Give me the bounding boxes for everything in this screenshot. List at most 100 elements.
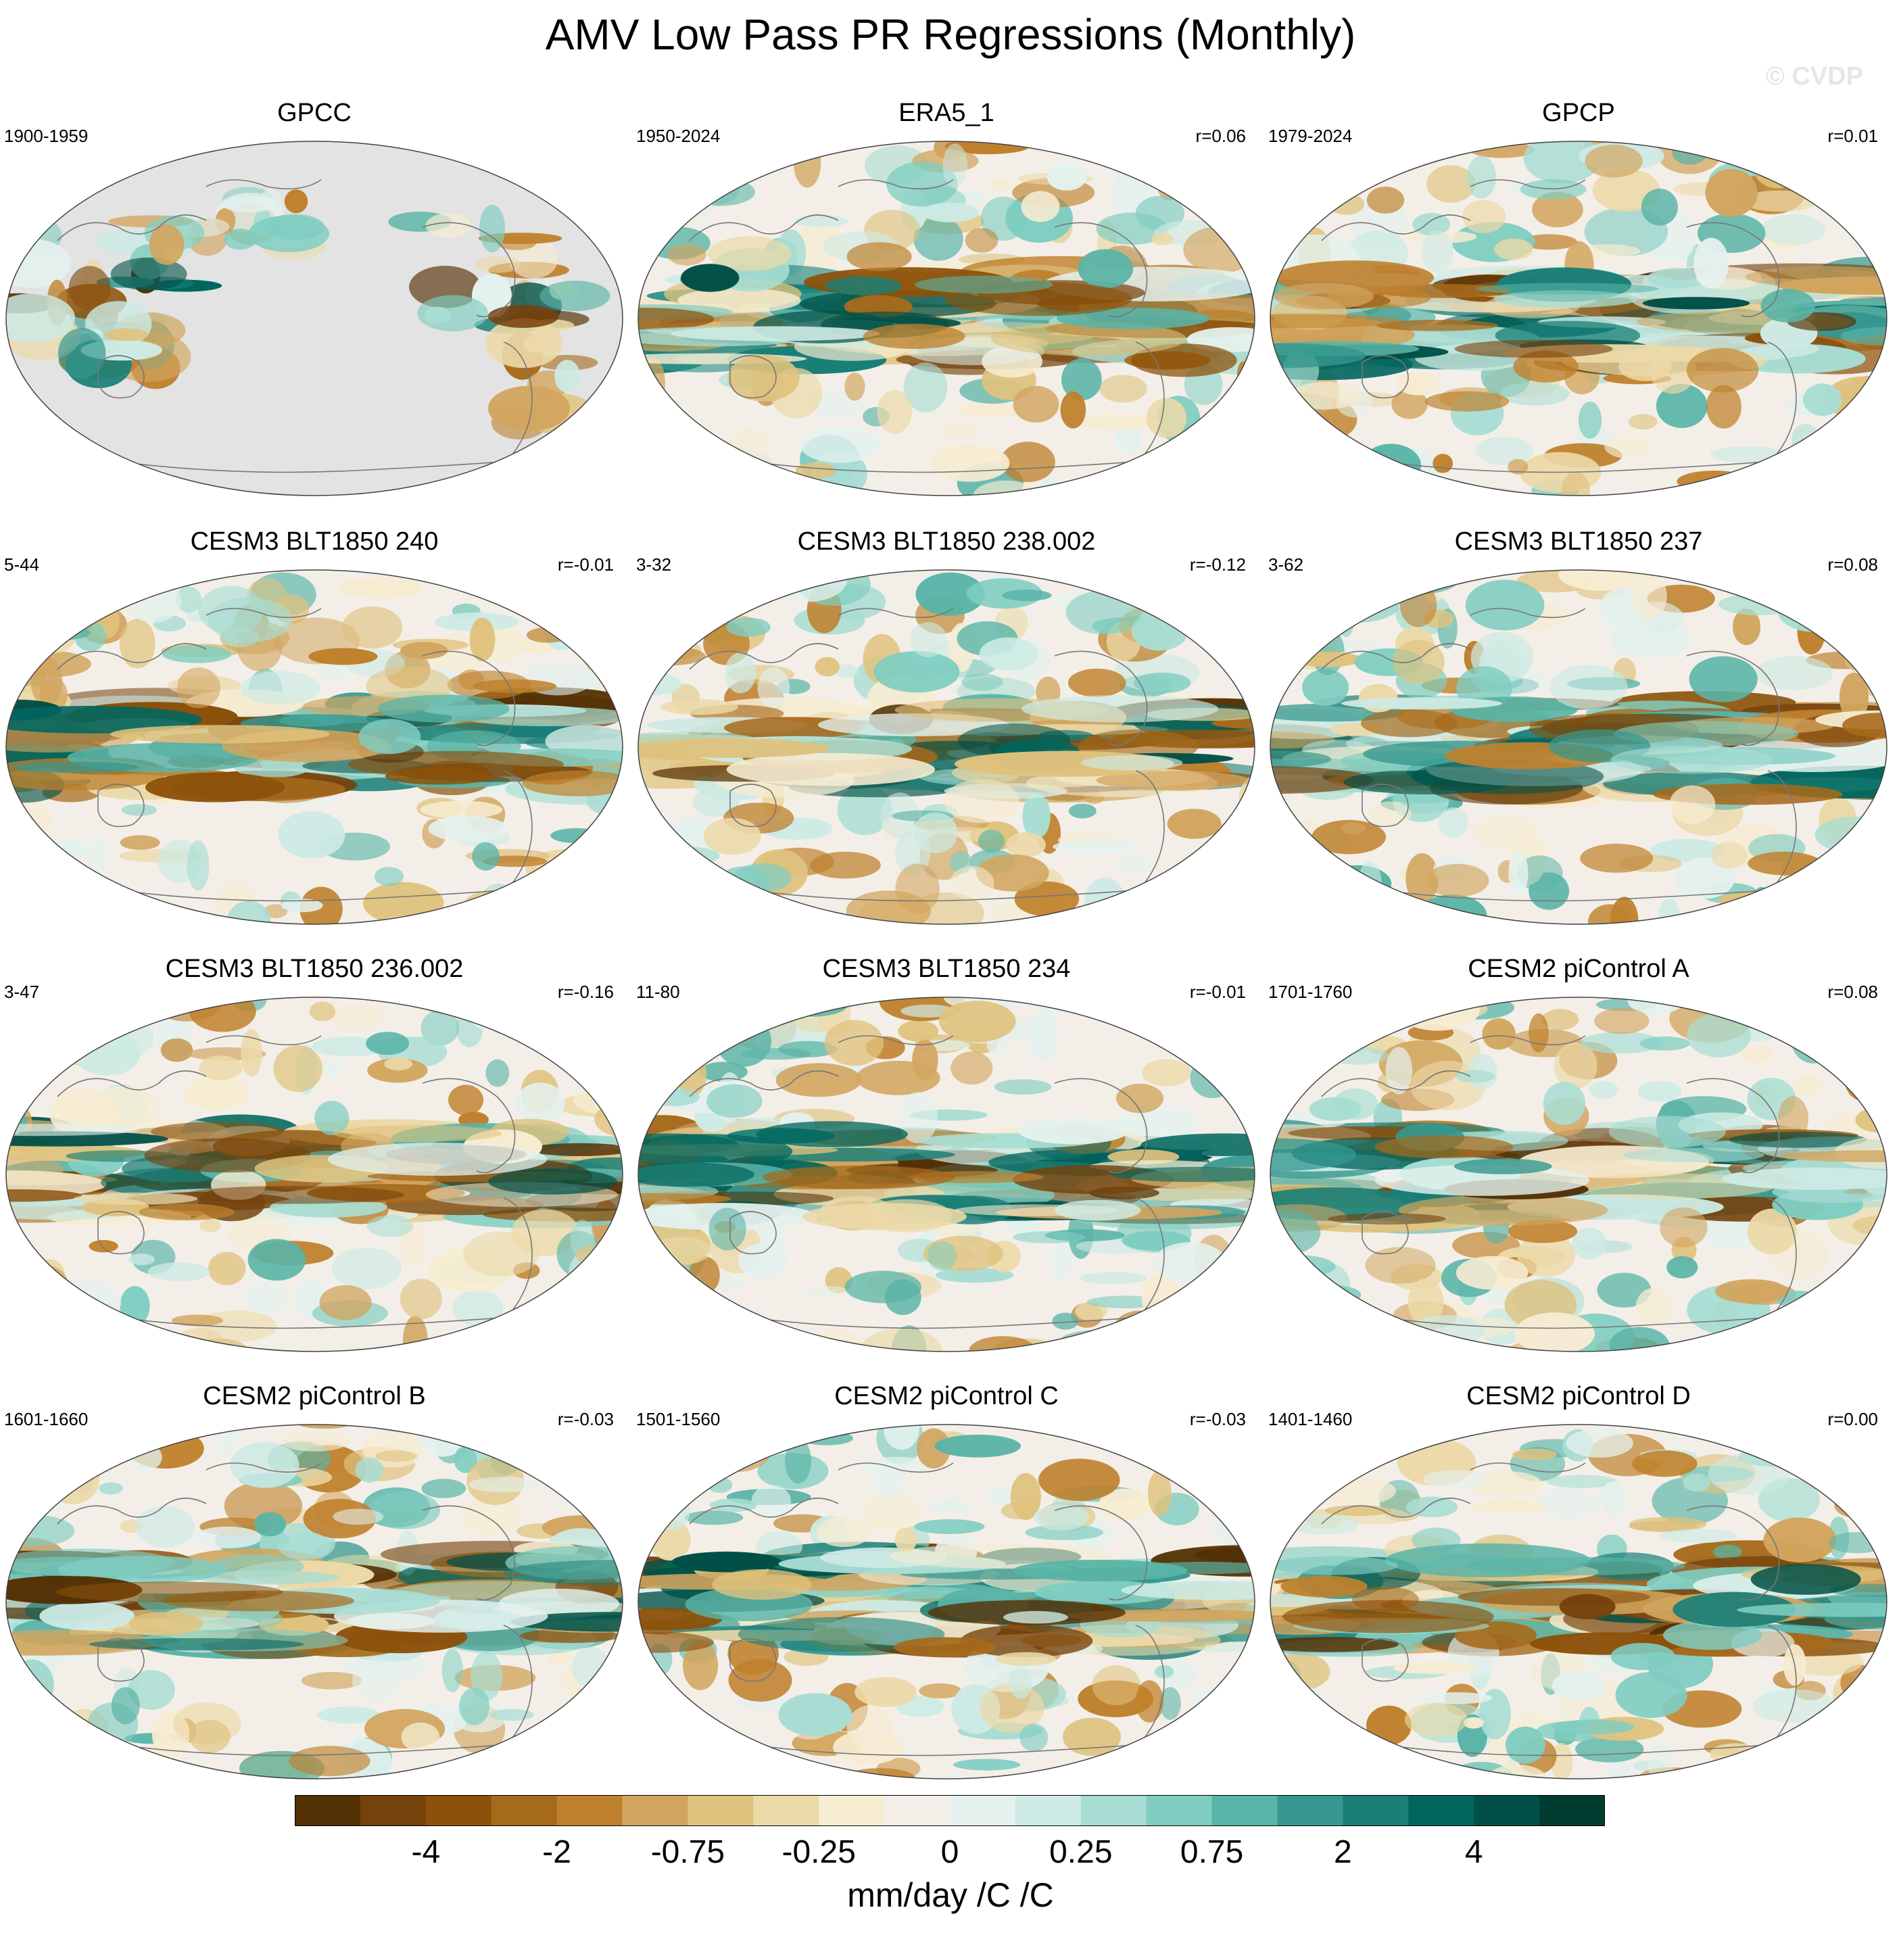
anomaly-blob [1159, 1687, 1181, 1720]
anomaly-blob [1842, 713, 1887, 738]
coastline [1767, 341, 1797, 458]
anomaly-blob [539, 585, 587, 636]
map-panel: CESM2 piControl B 1601-1660 r=-0.03 [0, 1382, 629, 1788]
anomaly-blob [1761, 214, 1825, 245]
anomaly-blob [121, 804, 158, 816]
anomaly-blob [1366, 1705, 1412, 1746]
anomaly-blob [1055, 1199, 1141, 1221]
anomaly-blob [1858, 585, 1879, 604]
anomaly-blob [1374, 1165, 1590, 1196]
anomaly-blob [1328, 1213, 1446, 1225]
robinson-map [637, 569, 1255, 925]
coastline [1321, 643, 1471, 670]
anomaly-blob [421, 1479, 466, 1498]
anomaly-blob [775, 1063, 862, 1097]
anomaly-blob [128, 1612, 203, 1635]
coastline [1470, 179, 1586, 190]
anomaly-blob [1729, 1131, 1867, 1148]
anomaly-blob [333, 1508, 384, 1525]
anomaly-blob [577, 671, 606, 688]
anomaly-blob [1309, 1097, 1362, 1121]
anomaly-blob [400, 642, 448, 659]
anomaly-blob [1424, 391, 1510, 412]
anomaly-blob [104, 328, 149, 341]
coastline [503, 1197, 533, 1314]
anomaly-blob [1848, 1732, 1877, 1744]
anomaly-blob [362, 882, 444, 924]
coastline [1135, 1197, 1165, 1314]
anomaly-blob [128, 1670, 175, 1710]
anomaly-blob [468, 998, 508, 1030]
anomaly-blob [1848, 1065, 1887, 1086]
anomaly-blob [1131, 343, 1237, 377]
anomaly-blob [1270, 141, 1298, 149]
anomaly-blob [1494, 238, 1533, 260]
coastline [1054, 650, 1148, 746]
anomaly-blob [939, 1001, 1016, 1043]
anomaly-blob [1791, 1015, 1836, 1063]
anomaly-blob [665, 1316, 728, 1339]
map-border [5, 1424, 623, 1779]
anomaly-blob [537, 1342, 559, 1352]
anomaly-blob [1669, 785, 1716, 824]
anomaly-blob [638, 1631, 715, 1653]
anomaly-blob [1455, 1070, 1495, 1083]
anomaly-blob [602, 844, 623, 856]
anomaly-blob [903, 362, 948, 412]
map-border [5, 569, 623, 925]
anomaly-blob [1822, 456, 1848, 496]
anomaly-blob [491, 1745, 538, 1765]
robinson-map [5, 1424, 623, 1779]
anomaly-blob [128, 909, 199, 924]
anomaly-blob [485, 1059, 510, 1087]
anomaly-blob [1270, 1637, 1399, 1652]
anomaly-blob [1718, 594, 1800, 615]
anomaly-blob [704, 1425, 773, 1473]
anomaly-blob [1385, 1543, 1590, 1577]
anomaly-blob [145, 772, 285, 803]
anomaly-blob [1458, 1587, 1651, 1606]
panel-title: CESM3 BLT1850 236.002 [165, 955, 464, 983]
anomaly-blob [1683, 1473, 1710, 1492]
anomaly-blob [1270, 1138, 1357, 1172]
anomaly-blob [1333, 1750, 1397, 1779]
anomaly-blob [815, 656, 840, 677]
anomaly-blob [638, 357, 665, 409]
anomaly-blob [278, 811, 345, 859]
coastline [1686, 650, 1780, 746]
anomaly-blob [1270, 343, 1366, 368]
anomaly-blob [844, 1270, 922, 1304]
anomaly-blob [1312, 592, 1398, 623]
anomaly-blob [683, 178, 756, 206]
anomaly-blob [1426, 165, 1476, 203]
anomaly-blob [1853, 1289, 1887, 1315]
anomaly-blob [1468, 1500, 1549, 1513]
anomaly-blob [1207, 156, 1255, 193]
anomaly-blob [1068, 803, 1097, 819]
anomaly-blob [6, 1308, 37, 1329]
coastline [57, 214, 207, 241]
panel-correlation: r=-0.03 [557, 1409, 614, 1429]
anomaly-blob [1312, 819, 1387, 855]
anomaly-blob [468, 1477, 539, 1493]
anomaly-blob [12, 761, 140, 773]
anomaly-blob [1835, 570, 1857, 588]
anomaly-blob [638, 1293, 660, 1329]
anomaly-blob [1328, 193, 1364, 215]
panel-years: 1701-1760 [1268, 982, 1353, 1002]
anomaly-blob [816, 1516, 871, 1547]
anomaly-blob [978, 830, 1005, 853]
anomaly-blob [1156, 141, 1193, 168]
anomaly-blob [1399, 583, 1437, 627]
colorbar-units: mm/day /C /C [847, 1876, 1054, 1914]
coastline [689, 1498, 839, 1525]
anomaly-blob [564, 570, 605, 584]
figure-title: AMV Low Pass PR Regressions (Monthly) [545, 10, 1356, 59]
anomaly-blob [581, 1470, 623, 1495]
map-panel: CESM3 BLT1850 234 11-80 r=-0.01 [632, 955, 1261, 1360]
coastline [206, 1462, 322, 1473]
anomaly-blob [1794, 879, 1831, 911]
anomaly-blob [1376, 320, 1499, 331]
coastline [729, 1638, 777, 1682]
anomaly-blob [1482, 1018, 1516, 1050]
